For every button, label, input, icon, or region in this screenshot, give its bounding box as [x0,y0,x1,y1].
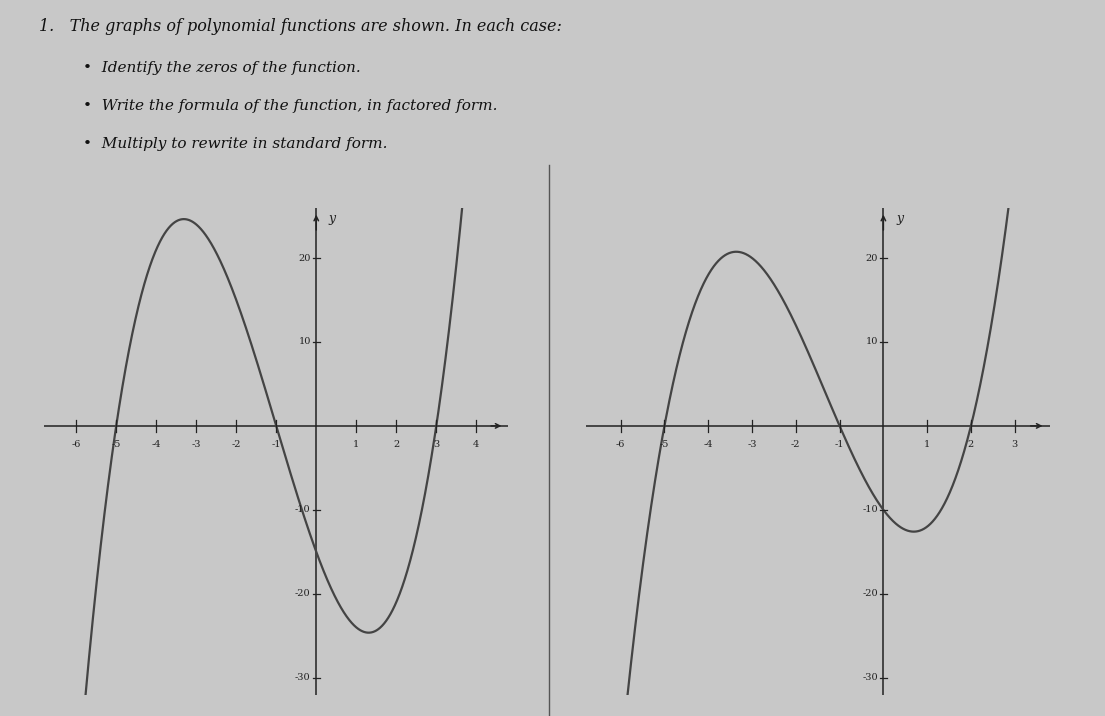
Text: -4: -4 [151,440,161,448]
Text: •  Multiply to rewrite in standard form.: • Multiply to rewrite in standard form. [83,137,388,152]
Text: •  Write the formula of the function, in factored form.: • Write the formula of the function, in … [83,99,497,113]
Text: 1: 1 [924,440,930,448]
Text: -10: -10 [295,505,311,514]
Text: -20: -20 [295,589,311,599]
Text: -30: -30 [862,673,877,682]
Text: -2: -2 [231,440,241,448]
Text: •  Identify the zeros of the function.: • Identify the zeros of the function. [83,61,360,75]
Text: -6: -6 [615,440,625,448]
Text: -30: -30 [295,673,311,682]
Text: 10: 10 [298,337,311,347]
Text: y: y [896,212,904,225]
Text: -20: -20 [862,589,877,599]
Text: -3: -3 [191,440,201,448]
Text: 2: 2 [968,440,975,448]
Text: 20: 20 [865,253,877,263]
Text: 3: 3 [433,440,440,448]
Text: -10: -10 [862,505,877,514]
Text: 4: 4 [473,440,480,448]
Text: -5: -5 [660,440,670,448]
Text: 1.   The graphs of polynomial functions are shown. In each case:: 1. The graphs of polynomial functions ar… [39,18,561,35]
Text: -2: -2 [791,440,800,448]
Text: -1: -1 [272,440,281,448]
Text: 1: 1 [354,440,359,448]
Text: 3: 3 [1011,440,1018,448]
Text: 10: 10 [865,337,877,347]
Text: -3: -3 [747,440,757,448]
Text: -6: -6 [72,440,81,448]
Text: -1: -1 [835,440,844,448]
Text: -4: -4 [704,440,713,448]
Text: y: y [328,212,336,225]
Text: 2: 2 [393,440,399,448]
Text: -5: -5 [112,440,120,448]
Text: 20: 20 [298,253,311,263]
